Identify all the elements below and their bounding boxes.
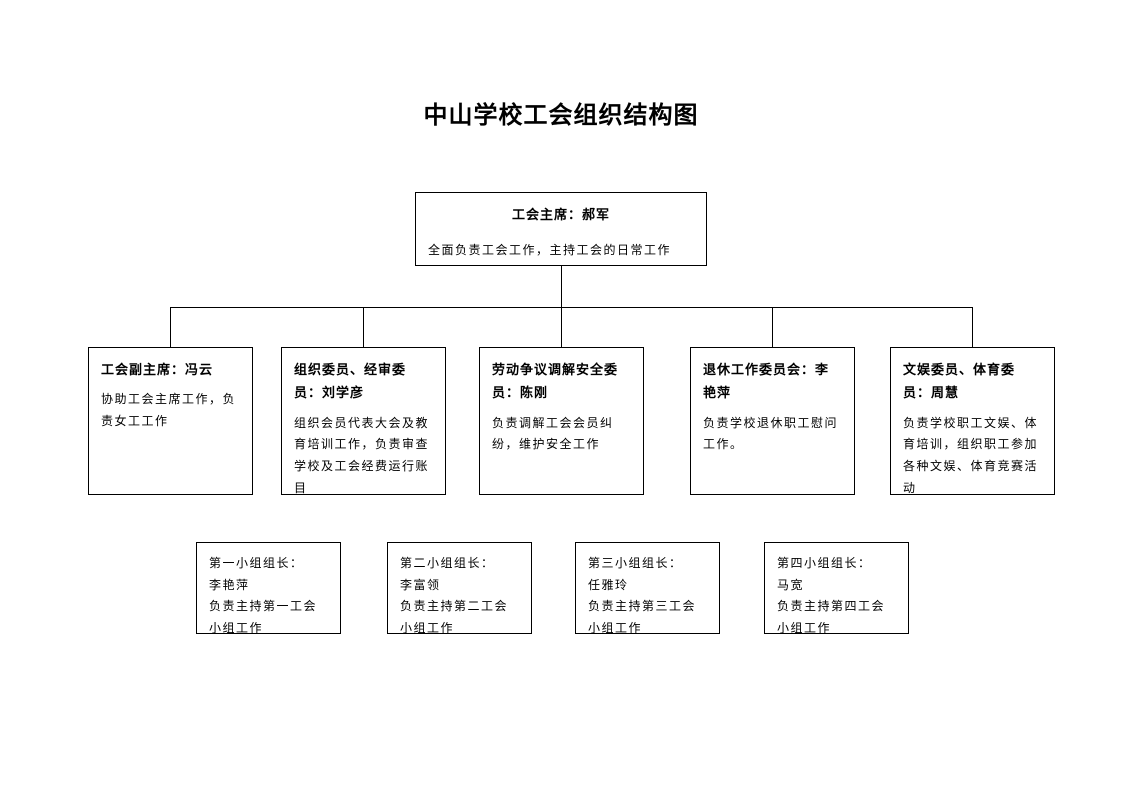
org-level2-box: 组织委员、经审委员：刘学彦 组织会员代表大会及教育培训工作，负责审查学校及工会经… <box>281 347 446 495</box>
org-level2-head: 工会副主席：冯云 <box>101 358 240 381</box>
org-level2-body: 协助工会主席工作，负责女工工作 <box>101 389 240 432</box>
org-level3-body: 第三小组组长：任雅玲负责主持第三工会小组工作 <box>588 553 707 639</box>
connector-vline <box>170 307 171 347</box>
connector-vline <box>363 307 364 347</box>
connector-vline <box>561 266 562 307</box>
org-level3-box: 第三小组组长：任雅玲负责主持第三工会小组工作 <box>575 542 720 634</box>
org-level2-head: 退休工作委员会：李艳萍 <box>703 358 842 405</box>
org-level3-box: 第二小组组长：李富领负责主持第二工会小组工作 <box>387 542 532 634</box>
org-level2-head: 劳动争议调解安全委员：陈刚 <box>492 358 631 405</box>
org-root-body: 全面负责工会工作，主持工会的日常工作 <box>428 240 694 262</box>
org-level2-box: 工会副主席：冯云 协助工会主席工作，负责女工工作 <box>88 347 253 495</box>
connector-vline <box>972 307 973 347</box>
org-level2-body: 负责调解工会会员纠纷，维护安全工作 <box>492 413 631 456</box>
org-level2-body: 负责学校职工文娱、体育培训，组织职工参加各种文娱、体育竞赛活动 <box>903 413 1042 499</box>
org-root-head: 工会主席：郝军 <box>428 203 694 226</box>
org-level2-head: 文娱委员、体育委员：周慧 <box>903 358 1042 405</box>
org-root-box: 工会主席：郝军 全面负责工会工作，主持工会的日常工作 <box>415 192 707 266</box>
org-level3-body: 第四小组组长：马宽负责主持第四工会小组工作 <box>777 553 896 639</box>
org-level2-body: 组织会员代表大会及教育培训工作，负责审查学校及工会经费运行账目 <box>294 413 433 499</box>
org-level2-box: 劳动争议调解安全委员：陈刚 负责调解工会会员纠纷，维护安全工作 <box>479 347 644 495</box>
org-level2-box: 退休工作委员会：李艳萍 负责学校退休职工慰问工作。 <box>690 347 855 495</box>
org-level3-body: 第一小组组长：李艳萍负责主持第一工会小组工作 <box>209 553 328 639</box>
connector-hline <box>170 307 973 308</box>
connector-vline <box>772 307 773 347</box>
org-level2-head: 组织委员、经审委员：刘学彦 <box>294 358 433 405</box>
connector-vline <box>561 307 562 347</box>
org-level2-box: 文娱委员、体育委员：周慧 负责学校职工文娱、体育培训，组织职工参加各种文娱、体育… <box>890 347 1055 495</box>
org-level3-body: 第二小组组长：李富领负责主持第二工会小组工作 <box>400 553 519 639</box>
org-level2-body: 负责学校退休职工慰问工作。 <box>703 413 842 456</box>
page-title: 中山学校工会组织结构图 <box>0 95 1122 130</box>
org-level3-box: 第一小组组长：李艳萍负责主持第一工会小组工作 <box>196 542 341 634</box>
org-level3-box: 第四小组组长：马宽负责主持第四工会小组工作 <box>764 542 909 634</box>
